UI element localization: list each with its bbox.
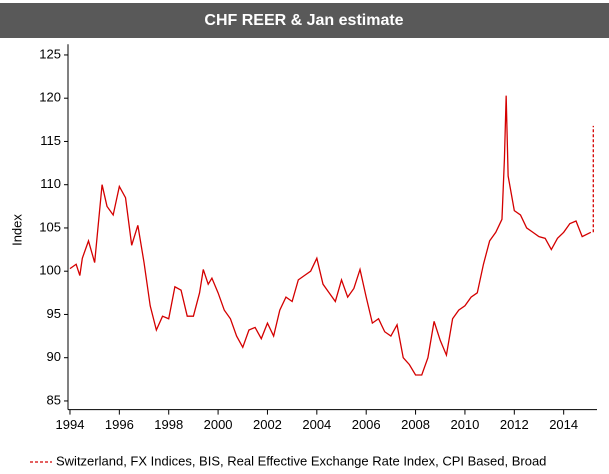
legend-label: Switzerland, FX Indices, BIS, Real Effec… (56, 453, 546, 468)
x-tick-label: 2000 (204, 417, 233, 432)
series-line (69, 95, 592, 376)
y-tick-label: 110 (40, 176, 61, 191)
x-tick-label: 1994 (56, 417, 85, 432)
y-tick-label: 125 (39, 46, 61, 61)
x-tick-label: 2006 (352, 417, 381, 432)
x-tick-label: 2004 (302, 417, 331, 432)
x-tick-label: 1996 (105, 417, 134, 432)
x-tick-label: 2008 (401, 417, 430, 432)
y-tick-label: 95 (47, 306, 61, 321)
y-tick-label: 85 (47, 392, 61, 407)
y-tick-label: 100 (39, 263, 61, 278)
y-tick-label: 120 (39, 90, 61, 105)
y-tick-label: 105 (39, 219, 61, 234)
y-axis-label: Index (9, 214, 24, 246)
x-tick-label: 2014 (549, 417, 578, 432)
y-tick-label: 115 (40, 133, 61, 148)
x-tick-label: 1998 (154, 417, 183, 432)
x-tick-label: 2002 (253, 417, 282, 432)
x-tick-label: 2012 (500, 417, 529, 432)
y-tick-label: 90 (47, 349, 61, 364)
chart-title: CHF REER & Jan estimate (204, 12, 403, 29)
x-tick-label: 2010 (450, 417, 479, 432)
title-bar (0, 3, 609, 38)
